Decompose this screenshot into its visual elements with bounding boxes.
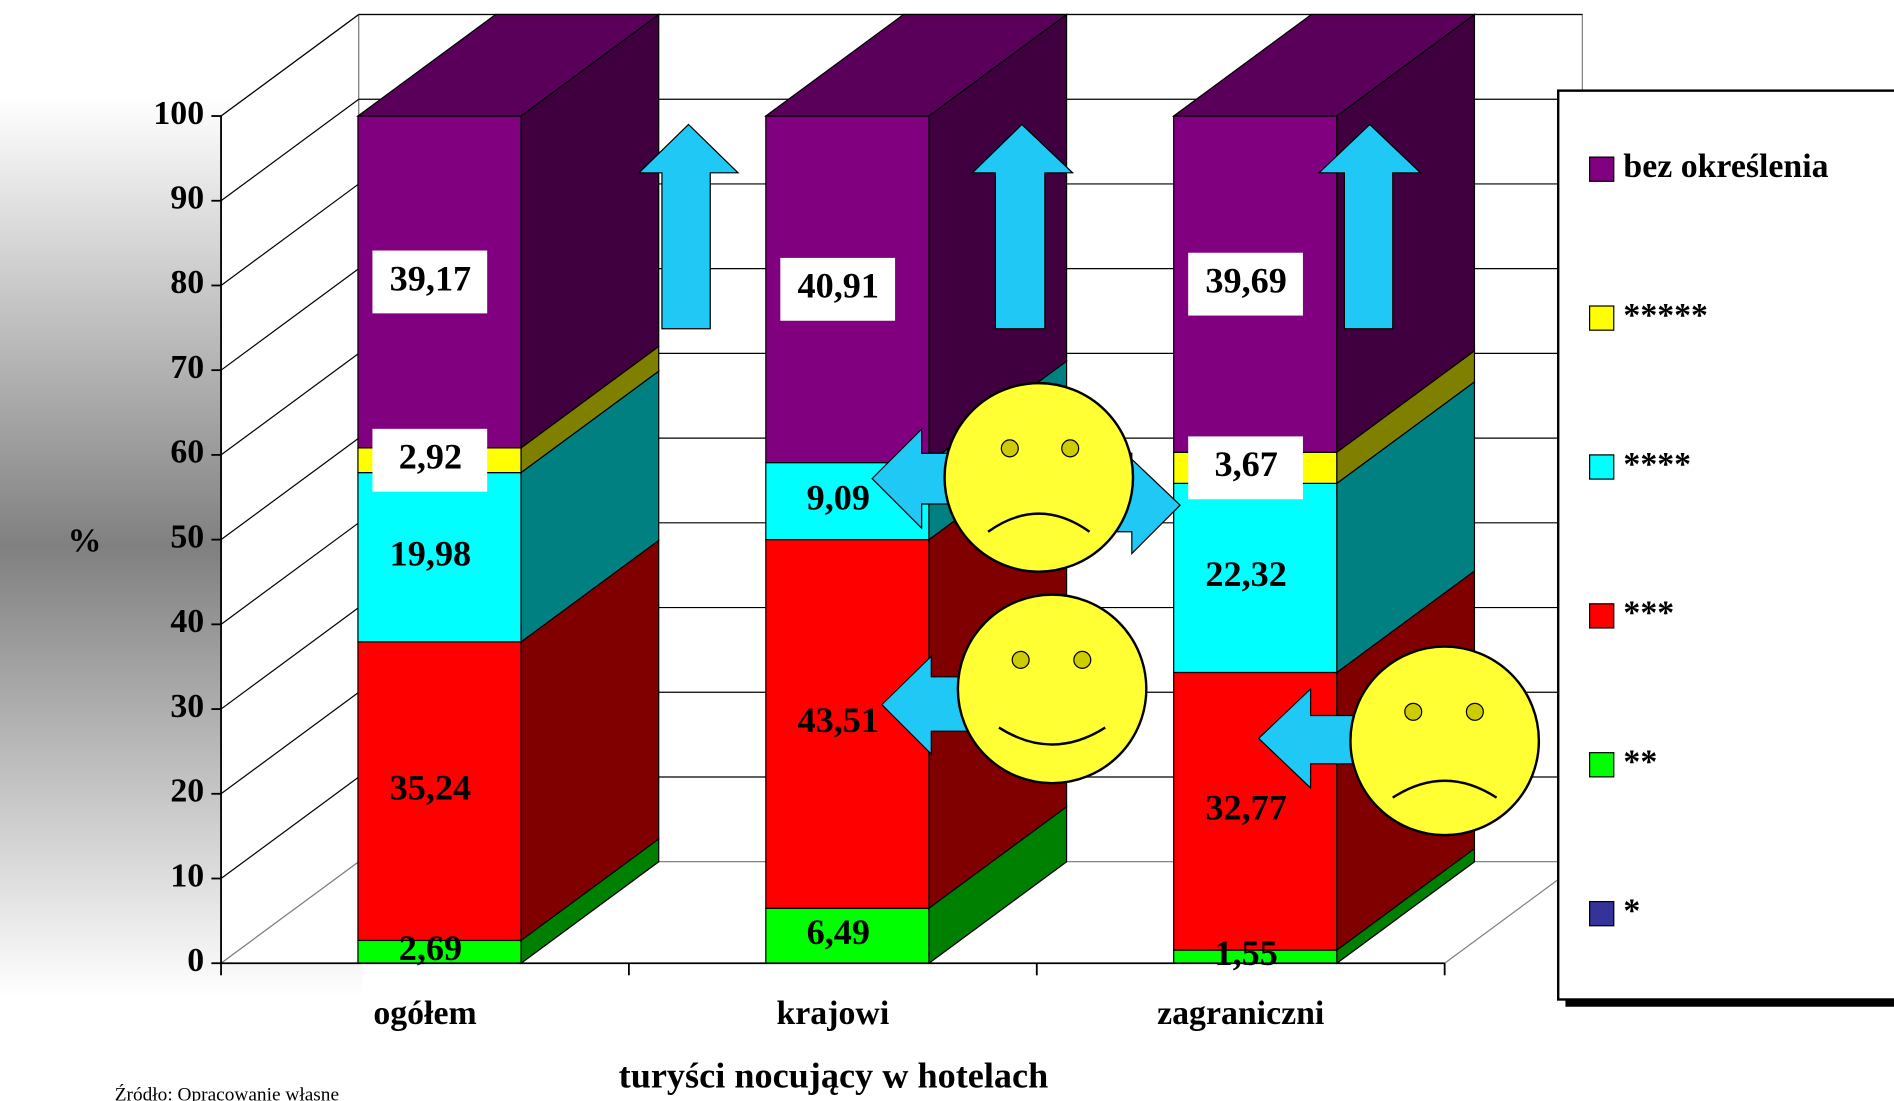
y-tick-label: 70 bbox=[170, 349, 204, 386]
arrow-up bbox=[970, 123, 1075, 330]
arrow-up bbox=[637, 123, 740, 330]
value-label: 9,09 bbox=[807, 477, 870, 517]
value-label: 2,92 bbox=[399, 437, 462, 477]
bar-top bbox=[1171, 13, 1477, 117]
legend-swatch bbox=[1589, 305, 1615, 331]
bar-segment bbox=[357, 472, 522, 643]
decorations bbox=[637, 123, 1541, 837]
y-tick-label: 90 bbox=[170, 180, 204, 217]
y-tick-label: 50 bbox=[170, 518, 204, 555]
x-tick-label: zagraniczni bbox=[1157, 995, 1324, 1032]
legend-items: ***************bez określenia bbox=[1589, 148, 1829, 929]
y-tick-label: 100 bbox=[153, 95, 204, 132]
value-label: 1,55 bbox=[1214, 933, 1277, 973]
grid-line bbox=[220, 691, 360, 795]
bar-segment bbox=[357, 641, 522, 942]
legend-label: bez określenia bbox=[1623, 148, 1828, 185]
bar-segment bbox=[1173, 482, 1338, 674]
sad-face bbox=[1349, 645, 1541, 837]
value-label: 39,17 bbox=[390, 258, 472, 298]
grid-line bbox=[220, 268, 360, 371]
value-label: 35,24 bbox=[390, 767, 472, 807]
legend-label: ***** bbox=[1623, 297, 1708, 334]
bar-top bbox=[356, 13, 661, 117]
y-axis-label: % bbox=[68, 523, 102, 560]
bar-top bbox=[763, 13, 1069, 117]
value-label: 40,91 bbox=[798, 266, 880, 306]
legend-label: **** bbox=[1623, 446, 1691, 483]
grid-line bbox=[220, 14, 360, 117]
grid-line bbox=[220, 607, 360, 710]
grid-line bbox=[220, 98, 360, 202]
value-label-box bbox=[372, 250, 488, 314]
legend bbox=[1556, 89, 1894, 1001]
value-label: 43,51 bbox=[798, 700, 880, 740]
legend-swatch bbox=[1589, 454, 1615, 480]
source-note: Źródło: Opracowanie własne bbox=[115, 1084, 339, 1101]
value-label: 22,32 bbox=[1205, 554, 1287, 594]
y-tick-label: 40 bbox=[170, 603, 204, 640]
value-label-box bbox=[372, 428, 488, 492]
x-tick-label: ogółem bbox=[373, 995, 476, 1032]
legend-label: *** bbox=[1623, 595, 1674, 632]
value-label-box bbox=[1188, 252, 1303, 316]
grid-line bbox=[220, 776, 360, 879]
legend-label: ** bbox=[1623, 744, 1657, 781]
legend-swatch bbox=[1589, 603, 1615, 629]
legend-swatch bbox=[1589, 900, 1615, 927]
value-label: 32,77 bbox=[1205, 788, 1287, 828]
x-axis-label: turyści nocujący w hotelach bbox=[619, 1056, 1049, 1096]
value-label-box bbox=[780, 257, 896, 321]
y-tick-label: 10 bbox=[170, 857, 204, 894]
y-tick-label: 30 bbox=[170, 688, 204, 725]
y-tick-label: 20 bbox=[170, 773, 204, 810]
value-label: 6,49 bbox=[807, 912, 870, 952]
legend-label: * bbox=[1623, 892, 1640, 929]
y-tick-label: 60 bbox=[170, 434, 204, 471]
y-tick-label: 80 bbox=[170, 264, 204, 301]
value-label: 3,67 bbox=[1214, 444, 1277, 484]
value-label: 2,69 bbox=[399, 928, 462, 968]
sad-face bbox=[943, 381, 1135, 573]
value-label-box bbox=[1188, 436, 1303, 500]
happy-face bbox=[956, 593, 1148, 785]
grid-line bbox=[220, 183, 360, 286]
legend-swatch bbox=[1589, 752, 1615, 778]
value-label: 19,98 bbox=[390, 534, 472, 574]
grid-line bbox=[220, 437, 360, 541]
x-tick-label: krajowi bbox=[776, 995, 889, 1032]
arrow-up bbox=[1317, 123, 1423, 330]
grid-line bbox=[220, 522, 360, 625]
legend-swatch bbox=[1589, 156, 1615, 182]
grid-line bbox=[220, 352, 360, 456]
y-tick-label: 0 bbox=[187, 942, 204, 979]
value-label: 39,69 bbox=[1205, 260, 1287, 300]
